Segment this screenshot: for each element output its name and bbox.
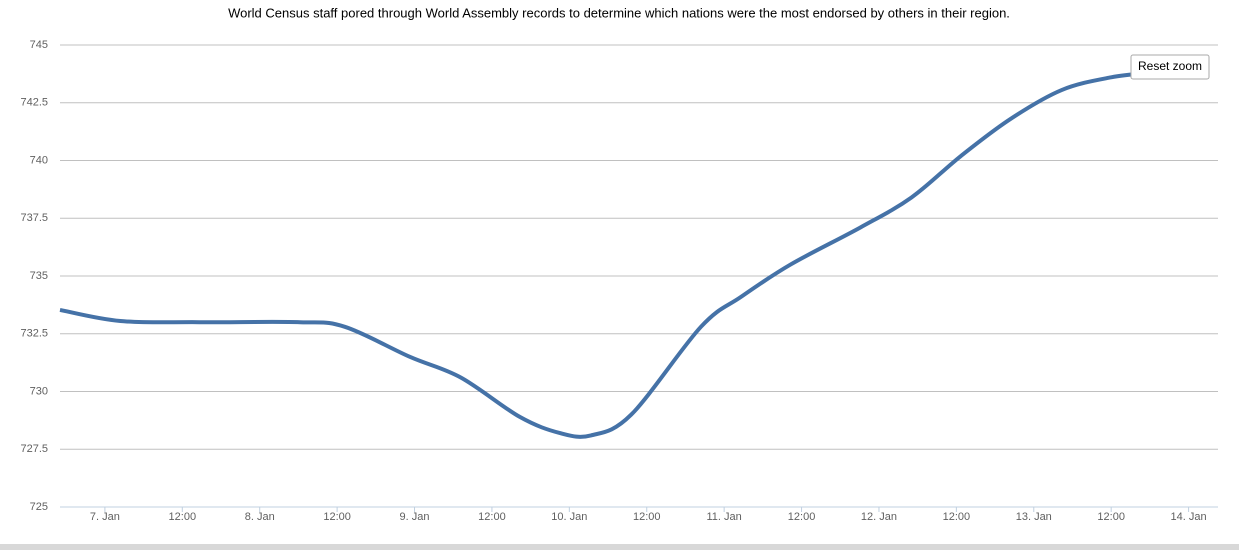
- x-tick-label: 12:00: [788, 511, 816, 523]
- y-tick-label: 740: [30, 154, 48, 166]
- x-tick-label: 14. Jan: [1171, 511, 1207, 523]
- chart-title: World Census staff pored through World A…: [228, 5, 1010, 20]
- x-tick-label: 11. Jan: [707, 511, 742, 523]
- y-tick-label: 727.5: [20, 443, 48, 455]
- x-tick-label: 12. Jan: [861, 511, 897, 523]
- y-tick-label: 730: [30, 385, 48, 397]
- x-tick-label: 9. Jan: [400, 511, 430, 523]
- x-tick-label: 12:00: [478, 511, 506, 523]
- x-tick-label: 12:00: [943, 511, 971, 523]
- y-tick-label: 742.5: [20, 97, 48, 109]
- reset-zoom-button[interactable]: [1130, 54, 1210, 80]
- x-tick-label: 12:00: [633, 511, 661, 523]
- x-tick-label: 7. Jan: [90, 511, 120, 523]
- y-tick-label: 745: [30, 39, 48, 51]
- x-tick-label: 12:00: [169, 511, 197, 523]
- line: [59, 70, 1152, 439]
- x-tick-label: 13. Jan: [1016, 511, 1052, 523]
- reset-zoom-label[interactable]: Reset zoom: [1138, 59, 1202, 73]
- y-tick-label: 732.5: [20, 328, 48, 340]
- bottom-bar: [0, 544, 1239, 550]
- y-tick-label: 737.5: [20, 212, 48, 224]
- y-tick-label: 735: [30, 270, 48, 282]
- x-tick-label: 10. Jan: [551, 511, 587, 523]
- x-tick-label: 12:00: [323, 511, 351, 523]
- x-tick-label: 12:00: [1097, 511, 1125, 523]
- y-tick-label: 725: [30, 501, 48, 513]
- x-tick-label: 8. Jan: [245, 511, 275, 523]
